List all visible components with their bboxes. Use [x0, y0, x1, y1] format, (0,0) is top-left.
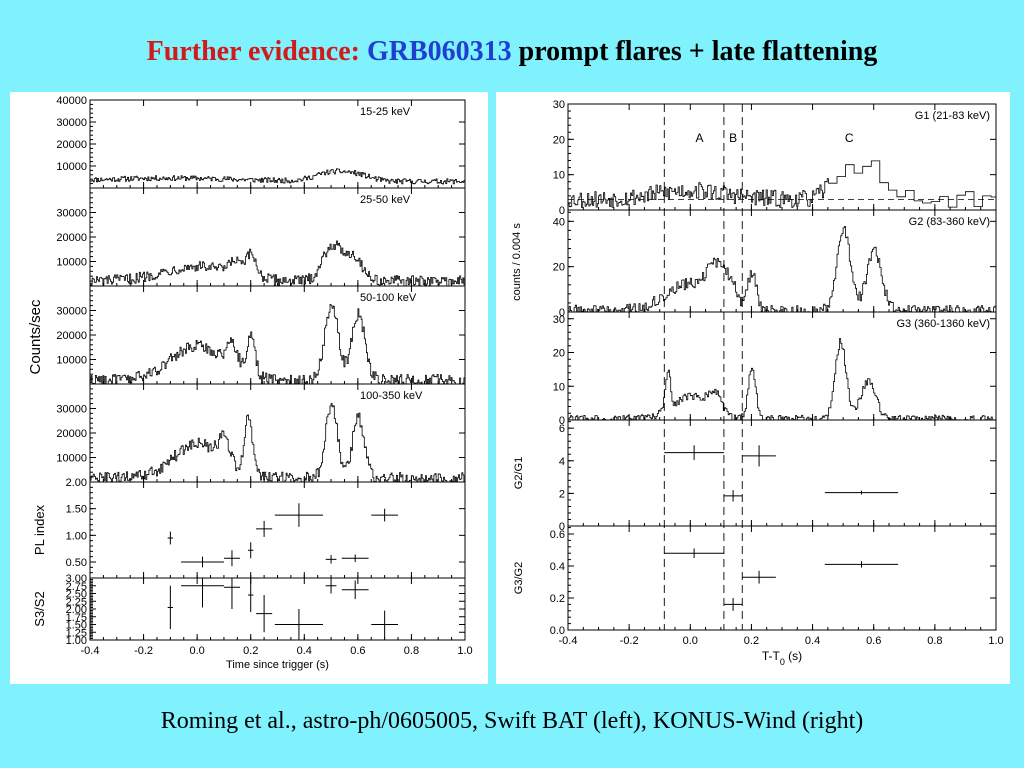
- x-tick-label: 0.6: [866, 635, 881, 647]
- panel-label: G2 (83-360 keV): [909, 216, 990, 228]
- x-tick-label: 0.6: [350, 645, 365, 657]
- y-tick-label: 10: [553, 170, 565, 182]
- x-tick-label: -0.4: [81, 645, 100, 657]
- y-tick-label: 2.75: [66, 581, 87, 593]
- y-tick-label: 2.00: [66, 604, 87, 616]
- panel-label: G3 (360-1360 keV): [896, 318, 990, 330]
- y-tick-label: 20: [553, 348, 565, 360]
- y-tick-label: 6: [559, 423, 565, 435]
- x-tick-label: 1.0: [988, 635, 1003, 647]
- panel-label: 100-350 keV: [360, 390, 423, 402]
- x-tick-label: 0.0: [683, 635, 698, 647]
- y-tick-label: 1.00: [66, 635, 87, 647]
- y-tick-label: 20000: [56, 139, 87, 151]
- panel-frame: [567, 525, 997, 631]
- y-tick-label: 30000: [56, 117, 87, 129]
- title-part-evidence: Further evidence:: [146, 36, 367, 67]
- y-tick-label: 40: [553, 216, 565, 228]
- y-tick-label: 4: [559, 456, 565, 468]
- y-tick-label: 0: [559, 205, 565, 217]
- x-tick-label: 0.0: [189, 645, 204, 657]
- panel-label: 25-50 keV: [360, 194, 411, 206]
- panel-label: 50-100 keV: [360, 292, 417, 304]
- y-tick-label: 30: [553, 314, 565, 326]
- title-part-description: prompt flares + late flattening: [511, 36, 878, 67]
- slide-caption: Roming et al., astro-ph/0605005, Swift B…: [160, 708, 864, 734]
- x-tick-label: 0.8: [404, 645, 419, 657]
- y-tick-label: 0: [559, 521, 565, 533]
- y-tick-label: 0: [559, 415, 565, 427]
- interval-label: C: [845, 131, 854, 145]
- panel-frame: [89, 577, 466, 641]
- x-tick-label: 1.0: [457, 645, 472, 657]
- y-tick-label: 1.50: [66, 504, 87, 516]
- counts-axis-label: Counts/sec: [27, 299, 44, 375]
- y-tick-label: 10000: [56, 257, 87, 269]
- y-tick-label: 30: [553, 99, 565, 111]
- panel-frame: [567, 419, 997, 527]
- panel-y-axis-label: G3/G2: [513, 562, 525, 594]
- interval-label: B: [729, 131, 737, 145]
- interval-label: A: [695, 131, 703, 145]
- y-tick-label: 10000: [56, 161, 87, 173]
- light-curve: [568, 160, 996, 208]
- y-tick-label: 3.00: [66, 573, 87, 585]
- y-tick-label: 2: [559, 488, 565, 500]
- y-tick-label: 10: [553, 381, 565, 393]
- y-tick-label: 2.50: [66, 589, 87, 601]
- x-axis-label: T-T0 (s): [762, 649, 802, 667]
- panel-frame: [89, 481, 466, 579]
- x-tick-label: 0.4: [805, 635, 820, 647]
- konus-figure-panel: 0 10 20 30 G1 (21-83 keV) 0 20 40 G2 (83-360 keV…: [496, 92, 1010, 684]
- light-curve: [90, 403, 465, 483]
- light-curve: [568, 338, 996, 421]
- y-tick-label: 20: [553, 262, 565, 274]
- y-tick-label: 0.6: [550, 529, 565, 541]
- y-tick-label: 30000: [56, 306, 87, 318]
- y-tick-label: 0.0: [550, 625, 565, 637]
- x-tick-label: -0.4: [559, 635, 578, 647]
- y-tick-label: 20000: [56, 330, 87, 342]
- y-tick-label: 2.00: [66, 477, 87, 489]
- x-tick-label: 0.8: [927, 635, 942, 647]
- x-tick-label: 0.4: [297, 645, 312, 657]
- y-tick-label: 2.25: [66, 596, 87, 608]
- light-curve: [90, 304, 465, 385]
- y-tick-label: 0.50: [66, 557, 87, 569]
- bat-chart: 10000 20000 30000 40000 15-25 keV 10000 20000 3…: [27, 95, 473, 671]
- y-tick-label: 1.75: [66, 612, 87, 624]
- y-tick-label: 40000: [56, 95, 87, 107]
- bat-figure-panel: 10000 20000 30000 40000 15-25 keV 10000 20000 3…: [10, 92, 488, 684]
- light-curve: [90, 240, 465, 287]
- panel-y-axis-label: S3/S2: [32, 591, 47, 626]
- x-axis-label: Time since trigger (s): [226, 659, 329, 671]
- light-curve: [568, 226, 996, 313]
- y-tick-label: 10000: [56, 355, 87, 367]
- y-tick-label: 0.4: [550, 561, 565, 573]
- panel-y-axis-label: G2/G1: [513, 457, 525, 489]
- y-tick-label: 0.2: [550, 593, 565, 605]
- y-tick-label: 20000: [56, 428, 87, 440]
- slide-title: Further evidence: GRB060313 prompt flare…: [0, 36, 1024, 68]
- panel-label: G1 (21-83 keV): [915, 110, 990, 122]
- y-tick-label: 30000: [56, 404, 87, 416]
- x-tick-label: 0.2: [744, 635, 759, 647]
- x-tick-label: -0.2: [134, 645, 153, 657]
- y-tick-label: 20: [553, 134, 565, 146]
- title-part-grb: GRB060313: [366, 36, 512, 67]
- light-curve: [90, 168, 465, 185]
- y-tick-label: 1.25: [66, 627, 87, 639]
- y-tick-label: 0: [559, 307, 565, 319]
- y-tick-label: 1.00: [66, 530, 87, 542]
- y-tick-label: 10000: [56, 453, 87, 465]
- counts-axis-label: counts / 0.004 s: [511, 223, 523, 301]
- panel-y-axis-label: PL index: [32, 504, 47, 555]
- x-tick-label: -0.2: [620, 635, 639, 647]
- y-tick-label: 30000: [56, 208, 87, 220]
- panel-label: 15-25 keV: [360, 106, 411, 118]
- y-tick-label: 1.50: [66, 620, 87, 632]
- y-tick-label: 20000: [56, 232, 87, 244]
- x-tick-label: 0.2: [243, 645, 258, 657]
